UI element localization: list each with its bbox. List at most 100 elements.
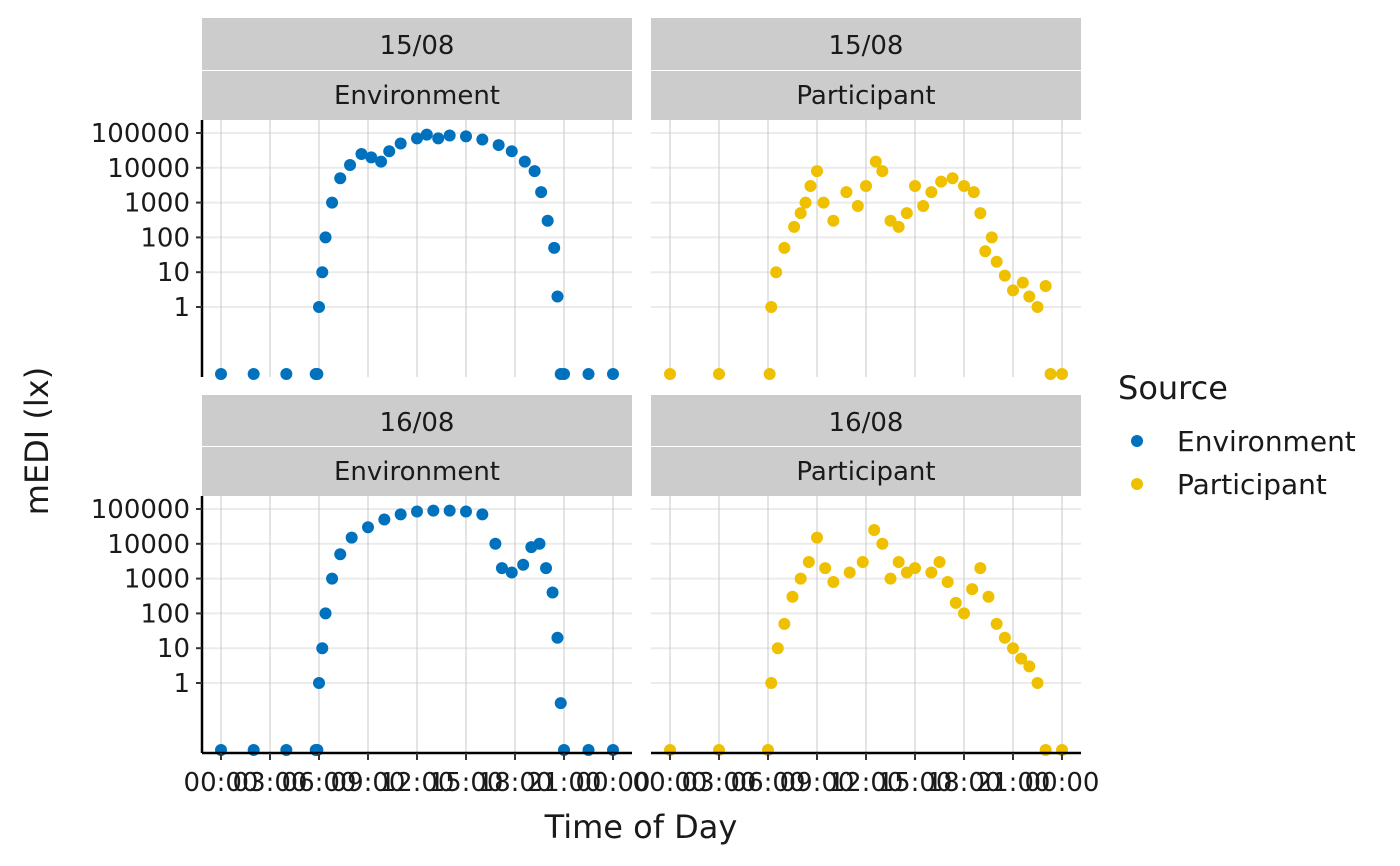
data-point <box>554 697 567 710</box>
x-tick-label: 00:00 <box>184 768 259 798</box>
data-point <box>856 555 869 568</box>
y-tick-label: 100000 <box>91 119 190 149</box>
data-point <box>799 196 812 209</box>
legend: Source Environment Participant <box>1118 369 1356 501</box>
data-point <box>355 147 368 160</box>
data-point <box>378 513 391 526</box>
data-point <box>316 642 329 655</box>
y-tick-label: 10000 <box>107 154 190 184</box>
strip-date-bg <box>202 395 632 446</box>
x-tick-label: 15:00 <box>878 768 953 798</box>
tick-labels: 1 10 100 1000 10000 100000 1 10 100 1000 10000 1000… <box>91 119 1100 798</box>
legend-label-participant: Participant <box>1177 468 1327 501</box>
x-tick-label: 00:00 <box>576 768 651 798</box>
data-point <box>394 137 407 150</box>
x-tick-label: 12:00 <box>380 768 455 798</box>
data-point <box>326 572 339 585</box>
strip-label-date: 15/08 <box>380 31 455 61</box>
data-point <box>892 555 905 568</box>
x-axis-title: Time of Day <box>544 808 738 846</box>
data-point <box>843 566 856 579</box>
data-point <box>495 562 508 575</box>
data-point <box>933 555 946 568</box>
strip-source-bg <box>202 71 632 120</box>
data-point <box>979 245 992 258</box>
data-point <box>860 179 872 192</box>
data-point <box>518 155 531 168</box>
data-point <box>778 241 791 254</box>
data-point <box>990 255 1003 268</box>
data-point <box>1031 677 1044 689</box>
data-point <box>1039 280 1052 293</box>
data-point <box>925 566 938 579</box>
strip-label-source: Participant <box>796 81 935 111</box>
data-point <box>892 220 905 233</box>
data-point <box>551 290 564 303</box>
data-point <box>548 241 561 254</box>
data-point <box>1023 290 1036 303</box>
data-point <box>811 531 823 544</box>
data-point <box>443 504 456 517</box>
x-tick-label: 18:00 <box>478 768 553 798</box>
data-point <box>788 220 801 233</box>
data-point <box>827 575 840 588</box>
x-tick-label: 15:00 <box>429 768 504 798</box>
data-point <box>974 207 987 220</box>
data-point <box>990 617 1003 630</box>
data-point <box>998 269 1011 282</box>
legend-key-participant <box>1131 478 1143 490</box>
data-point <box>771 642 784 655</box>
y-tick-label: 1000 <box>124 565 190 595</box>
data-point <box>925 186 938 199</box>
data-point <box>868 523 881 536</box>
data-point <box>1056 368 1068 380</box>
legend-title: Source <box>1118 369 1228 407</box>
data-point <box>280 368 293 380</box>
data-point <box>313 301 325 313</box>
data-point <box>982 590 995 603</box>
data-point <box>819 562 832 575</box>
x-tick-label: 09:00 <box>780 768 855 798</box>
data-point <box>345 531 358 544</box>
data-point <box>935 175 948 188</box>
x-tick-label: 21:00 <box>976 768 1051 798</box>
strip-label-date: 16/08 <box>829 408 904 438</box>
data-point <box>998 631 1011 644</box>
data-point <box>817 196 830 209</box>
y-tick-label: 1000 <box>124 189 190 219</box>
data-point <box>1015 652 1028 665</box>
strip-source-bg <box>651 447 1081 496</box>
data-point <box>869 155 882 168</box>
data-point <box>517 558 530 571</box>
x-tick-label: 06:00 <box>282 768 357 798</box>
data-point <box>311 368 324 380</box>
data-point <box>941 575 954 588</box>
data-point <box>443 129 456 142</box>
data-point <box>958 607 970 620</box>
strip-label-date: 15/08 <box>829 31 904 61</box>
data-point <box>802 555 815 568</box>
data-point <box>334 548 347 561</box>
data-point <box>804 179 817 192</box>
strip-label-source: Environment <box>334 457 500 487</box>
y-tick-label: 100 <box>140 223 190 253</box>
grid-lines <box>202 120 1081 753</box>
data-point <box>365 151 378 164</box>
legend-key-environment <box>1131 435 1143 447</box>
strip-date-bg <box>202 18 632 70</box>
data-point <box>917 199 930 212</box>
data-points <box>215 128 1068 756</box>
x-tick-label: 18:00 <box>927 768 1002 798</box>
legend-label-environment: Environment <box>1177 425 1356 458</box>
data-point <box>476 133 489 146</box>
y-tick-label: 100000 <box>91 495 190 525</box>
data-point <box>476 508 489 521</box>
data-point <box>1007 284 1019 297</box>
data-point <box>884 214 897 227</box>
data-point <box>432 132 445 145</box>
data-point <box>827 214 840 227</box>
x-tick-label: 03:00 <box>682 768 757 798</box>
data-point <box>460 130 472 143</box>
x-tick-label: 00:00 <box>633 768 708 798</box>
